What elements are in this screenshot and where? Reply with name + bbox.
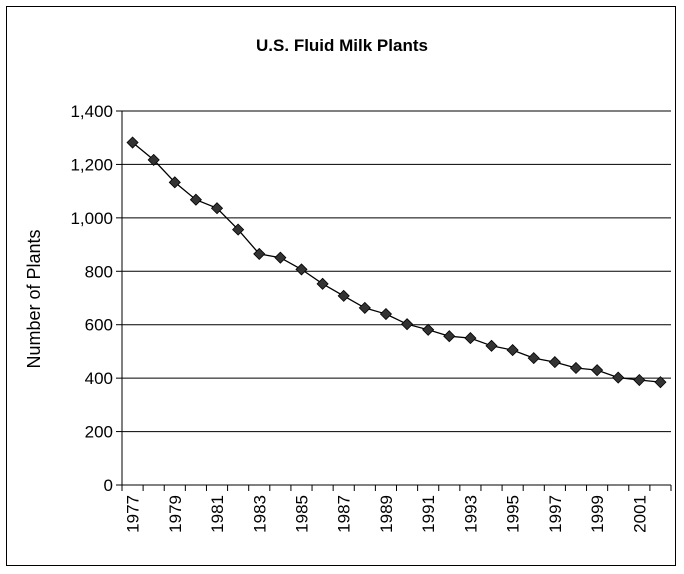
y-tick-label-400: 400 [85, 369, 113, 388]
data-point-1981 [210, 202, 224, 215]
y-tick-label-800: 800 [85, 262, 113, 281]
series-plants [126, 136, 667, 389]
data-point-1998 [569, 361, 583, 375]
data-point-2002 [654, 376, 667, 389]
data-point-1977 [126, 136, 139, 149]
data-point-1995 [506, 344, 519, 357]
x-tick-label-1977: 1977 [124, 495, 143, 533]
data-point-1994 [485, 339, 498, 352]
data-point-1999 [591, 364, 604, 377]
axes [116, 110, 672, 491]
y-tick-label-600: 600 [85, 316, 113, 335]
series-line-0 [132, 141, 661, 383]
x-tick-label-1995: 1995 [504, 495, 523, 533]
data-point-1979 [168, 176, 181, 189]
x-tick-label-1981: 1981 [208, 495, 227, 533]
x-tick-label-2001: 2001 [630, 495, 649, 533]
data-point-1993 [464, 332, 477, 345]
x-tick-label-1997: 1997 [546, 495, 565, 533]
chart-frame: U.S. Fluid Milk Plants Number of Plants … [6, 6, 676, 566]
x-tick-label-1983: 1983 [250, 495, 269, 533]
data-point-2000 [612, 371, 625, 384]
x-tick-labels: 1977 1979 1981 1983 1985 1987 1989 1991 1993 1995… [124, 495, 650, 533]
data-point-1982 [232, 223, 245, 236]
chart-title: U.S. Fluid Milk Plants [256, 36, 428, 55]
data-point-1980 [189, 193, 202, 206]
data-point-1978 [147, 153, 160, 166]
data-point-1990 [400, 318, 414, 331]
x-tick-label-1989: 1989 [377, 495, 396, 533]
x-tick-label-1979: 1979 [166, 495, 185, 533]
x-tick-label-1985: 1985 [292, 495, 311, 533]
data-point-1996 [527, 352, 540, 365]
x-tick-label-1999: 1999 [588, 495, 607, 533]
x-tick-label-1987: 1987 [335, 495, 354, 533]
data-point-1989 [379, 307, 393, 321]
y-tick-labels: 0 200 400 600 800 1,000 1,200 1,400 [70, 102, 113, 495]
data-point-1987 [337, 289, 350, 302]
y-tick-label-0: 0 [104, 476, 113, 495]
x-tick-label-1991: 1991 [419, 495, 438, 533]
data-point-1985 [295, 263, 308, 276]
data-point-1992 [443, 330, 456, 343]
data-point-1997 [548, 356, 561, 369]
data-point-1983 [253, 247, 266, 260]
grid-lines [122, 110, 671, 433]
data-point-1984 [274, 251, 287, 264]
y-tick-label-200: 200 [85, 423, 113, 442]
y-tick-label-1000: 1,000 [70, 209, 113, 228]
x-tick-label-1993: 1993 [461, 495, 480, 533]
data-point-1986 [316, 277, 329, 290]
data-point-2001 [633, 373, 646, 387]
data-point-1991 [422, 323, 435, 336]
y-tick-label-1400: 1,400 [70, 102, 113, 121]
chart-svg: U.S. Fluid Milk Plants Number of Plants … [24, 36, 672, 533]
y-axis-title: Number of Plants [24, 229, 44, 368]
data-point-1988 [358, 301, 371, 314]
y-tick-label-1200: 1,200 [70, 155, 113, 174]
